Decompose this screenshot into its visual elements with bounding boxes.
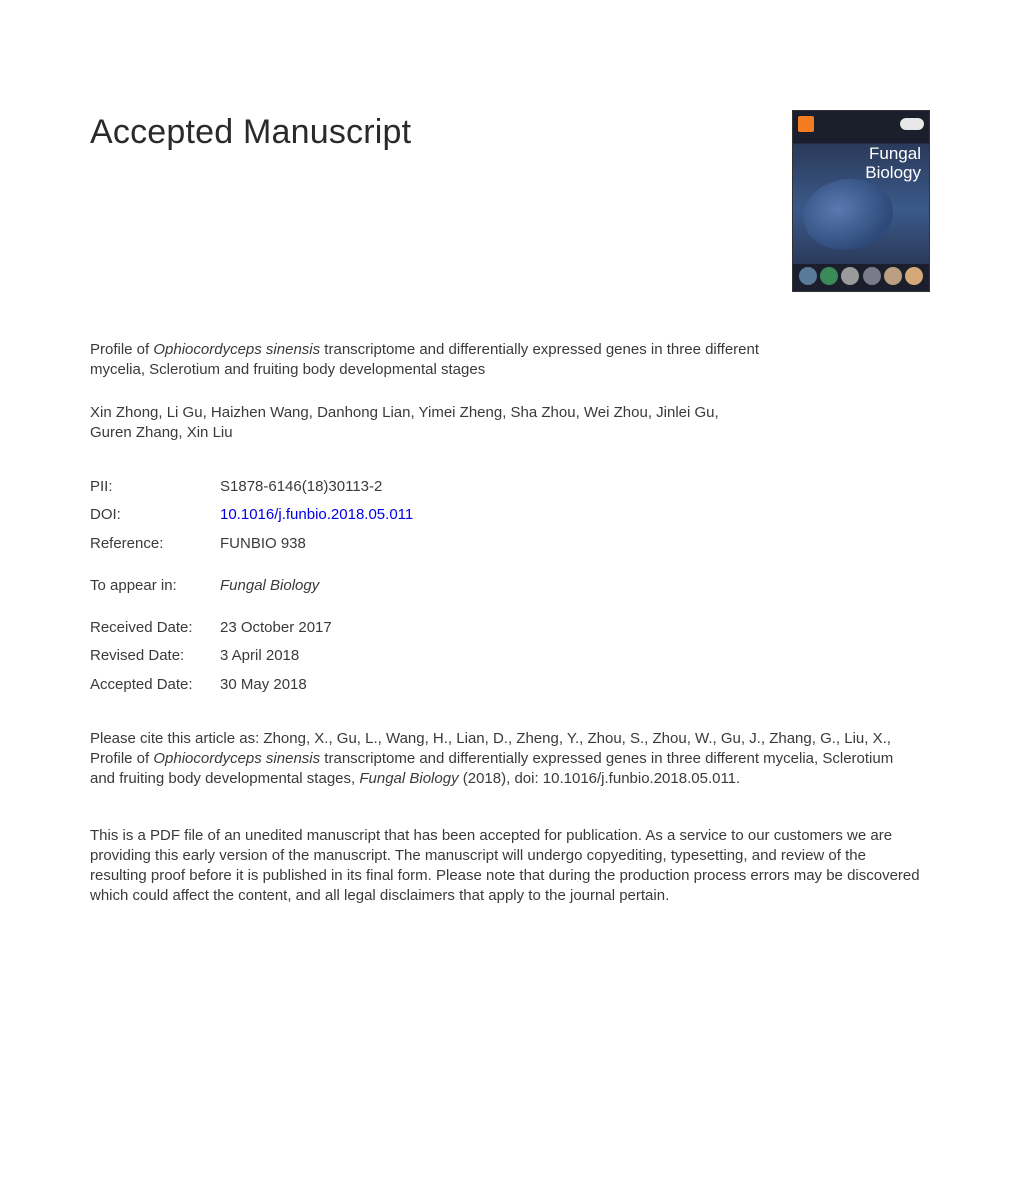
meta-row-accepted: Accepted Date: 30 May 2018	[90, 675, 930, 695]
meta-label: To appear in:	[90, 576, 220, 596]
meta-label: Revised Date:	[90, 646, 220, 666]
cover-badge-icon	[900, 118, 924, 130]
header-row: Accepted Manuscript Fungal Biology	[90, 110, 930, 292]
page-heading: Accepted Manuscript	[90, 110, 411, 156]
citation-block: Please cite this article as: Zhong, X., …	[90, 729, 920, 790]
authors-list: Xin Zhong, Li Gu, Haizhen Wang, Danhong …	[90, 403, 760, 444]
doi-link[interactable]: 10.1016/j.funbio.2018.05.011	[220, 505, 413, 525]
meta-row-to-appear: To appear in: Fungal Biology	[90, 576, 930, 596]
meta-value-journal: Fungal Biology	[220, 576, 319, 596]
cover-title-line2: Biology	[865, 163, 921, 182]
meta-label: Accepted Date:	[90, 675, 220, 695]
cover-title-line1: Fungal	[869, 144, 921, 163]
meta-value-revised-date: 3 April 2018	[220, 646, 299, 666]
disclaimer-text: This is a PDF file of an unedited manusc…	[90, 826, 920, 907]
citation-journal-italic: Fungal Biology	[359, 770, 458, 787]
cover-journal-title: Fungal Biology	[865, 145, 921, 182]
meta-row-pii: PII: S1878-6146(18)30113-2	[90, 477, 930, 497]
meta-row-doi: DOI: 10.1016/j.funbio.2018.05.011	[90, 505, 930, 525]
meta-value-accepted-date: 30 May 2018	[220, 675, 307, 695]
meta-row-revised: Revised Date: 3 April 2018	[90, 646, 930, 666]
meta-row-reference: Reference: FUNBIO 938	[90, 534, 930, 554]
meta-label: DOI:	[90, 505, 220, 525]
title-species-italic: Ophiocordyceps sinensis	[153, 341, 320, 358]
journal-cover-thumbnail: Fungal Biology	[792, 110, 930, 292]
cover-dot-icon	[799, 267, 817, 285]
citation-suffix: (2018), doi: 10.1016/j.funbio.2018.05.01…	[459, 770, 741, 787]
cover-topbar	[793, 111, 929, 137]
cover-dot-icon	[820, 267, 838, 285]
publisher-logo-icon	[798, 116, 814, 132]
meta-label: Received Date:	[90, 618, 220, 638]
meta-row-received: Received Date: 23 October 2017	[90, 618, 930, 638]
cover-dots-row	[793, 265, 929, 287]
meta-label: PII:	[90, 477, 220, 497]
article-title: Profile of Ophiocordyceps sinensis trans…	[90, 340, 760, 381]
meta-value-reference: FUNBIO 938	[220, 534, 306, 554]
meta-value-pii: S1878-6146(18)30113-2	[220, 477, 382, 497]
cover-dot-icon	[863, 267, 881, 285]
cover-dot-icon	[905, 267, 923, 285]
cover-dot-icon	[841, 267, 859, 285]
cover-art-blob	[797, 170, 900, 257]
citation-species-italic: Ophiocordyceps sinensis	[153, 750, 320, 767]
meta-value-received-date: 23 October 2017	[220, 618, 332, 638]
meta-label: Reference:	[90, 534, 220, 554]
title-prefix: Profile of	[90, 341, 153, 358]
metadata-table: PII: S1878-6146(18)30113-2 DOI: 10.1016/…	[90, 477, 930, 695]
cover-dot-icon	[884, 267, 902, 285]
